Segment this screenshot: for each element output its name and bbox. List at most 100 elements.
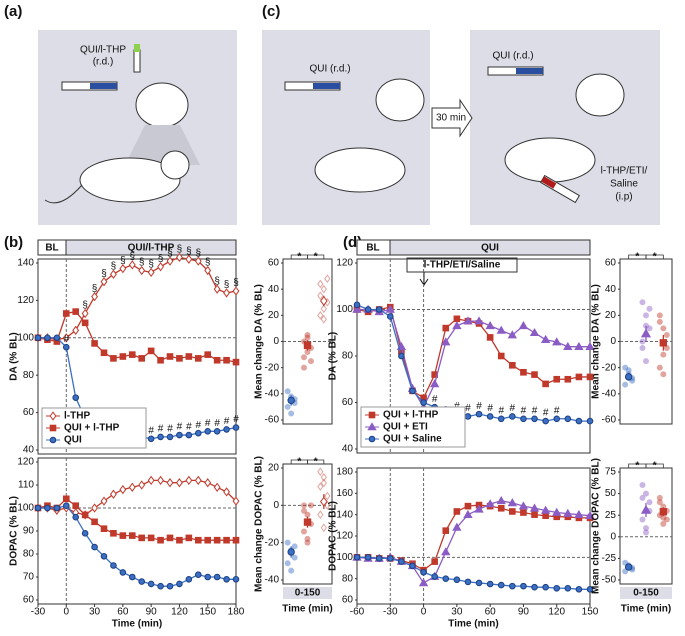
point-label: § bbox=[82, 300, 88, 311]
marker bbox=[72, 502, 80, 509]
marker bbox=[138, 355, 146, 362]
diagram-label: Saline bbox=[610, 179, 638, 190]
marker bbox=[284, 560, 291, 567]
marker bbox=[353, 301, 361, 309]
marker bbox=[301, 502, 307, 509]
marker bbox=[542, 512, 549, 520]
significance-label: * bbox=[314, 457, 318, 468]
rat bbox=[314, 147, 406, 193]
marker bbox=[643, 358, 649, 365]
point-label: § bbox=[120, 255, 126, 266]
marker bbox=[110, 562, 117, 569]
y-tick-label: 25 bbox=[605, 510, 617, 521]
legend-label: QUI bbox=[64, 435, 82, 446]
marker bbox=[639, 299, 646, 306]
marker bbox=[352, 304, 362, 313]
marker bbox=[301, 507, 307, 514]
marker bbox=[660, 371, 667, 378]
marker bbox=[157, 475, 164, 486]
y-tick-label: -40 bbox=[265, 388, 280, 399]
marker bbox=[110, 489, 117, 499]
marker bbox=[624, 563, 633, 571]
marker bbox=[128, 573, 136, 581]
marker bbox=[464, 578, 472, 586]
marker bbox=[507, 498, 517, 507]
marker bbox=[386, 555, 394, 562]
marker bbox=[213, 536, 221, 544]
x-tick-label: -30 bbox=[31, 607, 46, 618]
marker bbox=[223, 288, 230, 298]
marker bbox=[540, 334, 551, 344]
marker bbox=[166, 582, 174, 590]
marker bbox=[418, 578, 429, 587]
marker bbox=[441, 337, 451, 346]
marker bbox=[291, 554, 298, 561]
marker bbox=[320, 496, 328, 507]
marker bbox=[624, 373, 633, 381]
marker bbox=[157, 356, 164, 364]
y-tick-label: -50 bbox=[602, 575, 617, 586]
marker bbox=[100, 525, 108, 533]
rat-head bbox=[160, 150, 190, 180]
marker bbox=[53, 334, 61, 342]
marker bbox=[147, 267, 155, 277]
marker bbox=[507, 330, 517, 339]
marker bbox=[176, 431, 183, 439]
marker bbox=[157, 433, 164, 441]
marker bbox=[185, 254, 193, 264]
marker bbox=[128, 482, 136, 492]
marker bbox=[497, 352, 505, 360]
significance-bracket bbox=[645, 254, 664, 259]
diagram-label: QUI (r.d.) bbox=[492, 51, 533, 62]
marker bbox=[660, 351, 667, 358]
point-label: § bbox=[196, 248, 202, 259]
marker bbox=[213, 284, 221, 294]
marker bbox=[639, 338, 646, 345]
marker bbox=[453, 576, 461, 584]
plot-frame bbox=[356, 467, 591, 605]
marker bbox=[398, 558, 405, 565]
marker bbox=[72, 513, 80, 521]
point-label: # bbox=[224, 416, 230, 427]
marker bbox=[453, 508, 461, 515]
marker bbox=[431, 573, 438, 580]
marker bbox=[375, 555, 383, 562]
header-bar bbox=[65, 239, 237, 256]
y-tick-label: 40 bbox=[268, 284, 280, 295]
marker bbox=[320, 304, 327, 314]
diagram-label: QUI/l-THP bbox=[80, 45, 126, 56]
point-label: # bbox=[487, 403, 493, 414]
plot-frame bbox=[37, 258, 237, 455]
marker bbox=[301, 528, 307, 535]
marker bbox=[420, 399, 427, 406]
marker bbox=[463, 316, 473, 325]
x-tick-label: 60 bbox=[485, 607, 497, 618]
marker bbox=[586, 417, 594, 425]
series-line bbox=[38, 479, 237, 516]
y-tick-label: 80 bbox=[342, 573, 354, 584]
panel-label: (a) bbox=[4, 3, 22, 20]
y-axis-label: Mean change DOPAC (% BL) bbox=[254, 456, 265, 592]
marker bbox=[194, 355, 202, 362]
marker bbox=[223, 536, 230, 544]
x-tick-label: 150 bbox=[582, 607, 599, 618]
y-tick-label: 60 bbox=[23, 595, 35, 606]
marker bbox=[147, 435, 155, 443]
marker bbox=[213, 356, 221, 364]
y-tick-label: 60 bbox=[342, 397, 354, 408]
marker bbox=[176, 580, 183, 588]
marker bbox=[368, 411, 376, 419]
marker bbox=[497, 504, 505, 512]
marker bbox=[303, 341, 312, 350]
point-label: § bbox=[233, 278, 239, 289]
y-tick-label: 90 bbox=[23, 526, 35, 537]
y-tick-label: 80 bbox=[342, 351, 354, 362]
marker bbox=[464, 413, 472, 420]
y-tick-label: 140 bbox=[336, 509, 353, 520]
y-tick-label: -25 bbox=[602, 553, 617, 564]
marker bbox=[575, 586, 583, 593]
point-label: § bbox=[139, 257, 145, 268]
y-tick-label: -60 bbox=[265, 415, 280, 426]
y-tick-label: 0 bbox=[273, 500, 279, 511]
significance-label: * bbox=[653, 461, 657, 472]
